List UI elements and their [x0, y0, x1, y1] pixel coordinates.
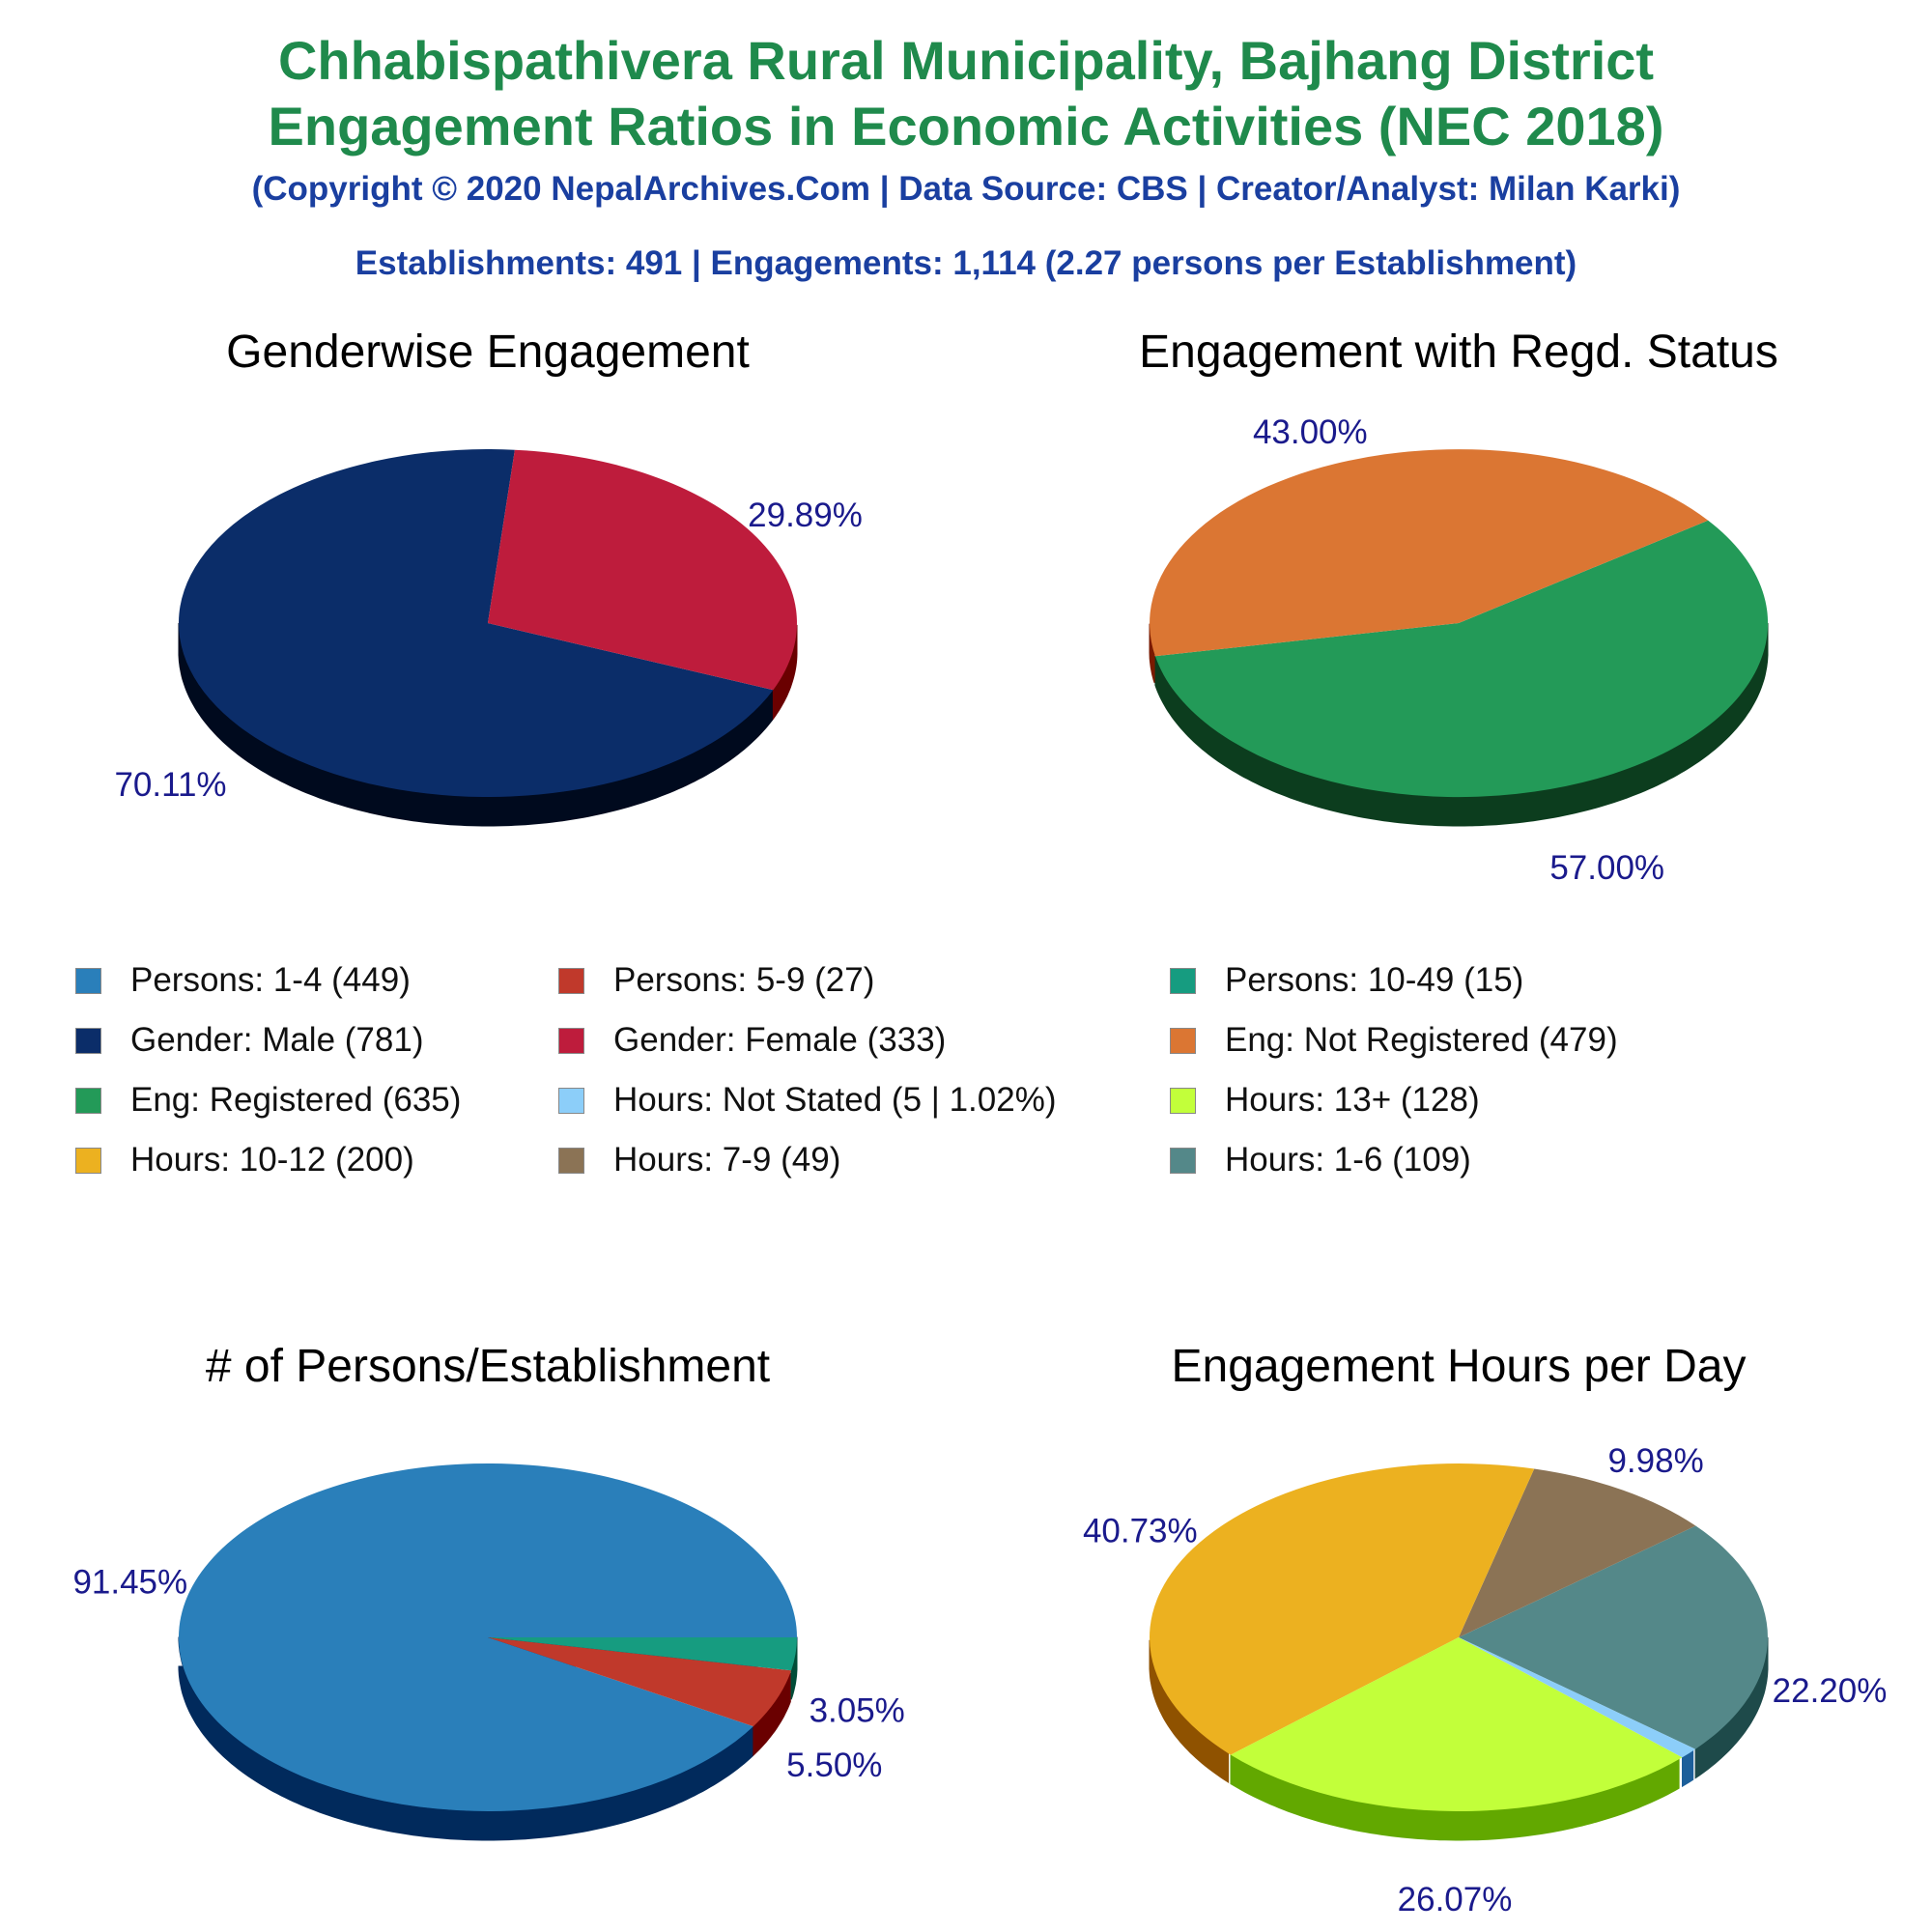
legend-swatch	[1170, 1027, 1196, 1054]
legend-item: Hours: 13+ (128)	[1170, 1081, 1480, 1120]
pie-slice-persons-10-49-15	[488, 1637, 797, 1671]
legend-label: Hours: Not Stated (5 | 1.02%)	[613, 1081, 1057, 1119]
legend-item: Hours: Not Stated (5 | 1.02%)	[558, 1081, 1056, 1120]
legend-item: Eng: Not Registered (479)	[1170, 1021, 1618, 1060]
summary-line: Establishments: 491 | Engagements: 1,114…	[355, 244, 1577, 282]
slice-label: 29.89%	[748, 497, 863, 534]
pie-slice-eng-not-registered-479	[1150, 449, 1709, 657]
legend-item: Hours: 7-9 (49)	[558, 1141, 840, 1179]
legend-item: Eng: Registered (635)	[75, 1081, 461, 1120]
legend-swatch	[558, 1147, 584, 1174]
slice-label: 9.98%	[1607, 1442, 1703, 1480]
pie-slice-persons-5-9-27	[488, 1637, 792, 1727]
legend-label: Gender: Female (333)	[613, 1021, 947, 1059]
slice-label: 43.00%	[1253, 413, 1368, 451]
legend-swatch	[1170, 1147, 1196, 1174]
legend-item: Persons: 10-49 (15)	[1170, 961, 1523, 1000]
pie-chart-3: 91.45% 5.50% 3.05% # of Persons/Establishme…	[72, 1341, 905, 1841]
slice-label: 5.50%	[786, 1747, 882, 1784]
chart-title: Engagement Hours per Day	[1172, 1341, 1747, 1392]
legend-label: Gender: Male (781)	[130, 1021, 424, 1059]
pie-chart-2: 57.00% 43.00% Engagement with Regd. Status	[1139, 327, 1778, 887]
legend-label: Eng: Registered (635)	[130, 1081, 462, 1119]
pie-slice-hours-1-6-109	[1459, 1525, 1768, 1749]
legend-label: Eng: Not Registered (479)	[1225, 1021, 1618, 1059]
legend-swatch	[75, 1147, 101, 1174]
legend-swatch	[1170, 1087, 1196, 1114]
slice-label: 91.45%	[72, 1564, 187, 1602]
legend-swatch	[1170, 967, 1196, 994]
legend-label: Hours: 10-12 (200)	[130, 1141, 414, 1179]
legend-item: Persons: 1-4 (449)	[75, 961, 411, 1000]
legend-swatch	[75, 967, 101, 994]
pie-chart-4: 22.20% 9.98% 40.73% 26.07% Engagement Hours …	[1083, 1341, 1887, 1918]
pie-slice-eng-registered-635	[1154, 520, 1769, 798]
pie-slice-hours-10-12-200	[1150, 1463, 1535, 1755]
legend-swatch	[558, 967, 584, 994]
slice-label: 22.20%	[1773, 1672, 1888, 1710]
legend-item: Hours: 1-6 (109)	[1170, 1141, 1471, 1179]
legend-label: Hours: 13+ (128)	[1225, 1081, 1480, 1119]
slice-label: 40.73%	[1083, 1512, 1198, 1549]
copyright-line: (Copyright © 2020 NepalArchives.Com | Da…	[251, 170, 1681, 208]
legend-item: Hours: 10-12 (200)	[75, 1141, 414, 1179]
chart-title: Engagement with Regd. Status	[1139, 327, 1778, 378]
pie-slice-hours-7-9-49	[1459, 1468, 1696, 1637]
legend-label: Persons: 1-4 (449)	[130, 961, 411, 999]
legend-swatch	[75, 1027, 101, 1054]
legend-item: Persons: 5-9 (27)	[558, 961, 874, 1000]
legend-item: Gender: Male (781)	[75, 1021, 423, 1060]
pie-chart-1: 70.11% 29.89% Genderwise Engagement	[114, 327, 863, 827]
pie-slice-hours-not-stated-5-1-02	[1459, 1637, 1696, 1758]
legend-label: Hours: 7-9 (49)	[613, 1141, 841, 1179]
title-line-1: Chhabispathivera Rural Municipality, Baj…	[277, 30, 1655, 91]
legend-label: Hours: 1-6 (109)	[1225, 1141, 1471, 1179]
pie-slice-gender-female-333	[488, 449, 797, 691]
legend-label: Persons: 10-49 (15)	[1225, 961, 1524, 999]
pie-slice-persons-1-4-449	[178, 1463, 797, 1811]
legend-swatch	[558, 1087, 584, 1114]
legend-label: Persons: 5-9 (27)	[613, 961, 875, 999]
pie-side-gender-female-333	[772, 624, 798, 721]
title-line-2: Engagement Ratios in Economic Activities…	[268, 96, 1664, 156]
slice-label: 3.05%	[810, 1692, 905, 1730]
slice-label: 26.07%	[1398, 1881, 1513, 1918]
chart-title: # of Persons/Establishment	[206, 1341, 770, 1392]
chart-title: Genderwise Engagement	[226, 327, 750, 378]
legend-item: Gender: Female (333)	[558, 1021, 946, 1060]
slice-label: 57.00%	[1549, 849, 1664, 887]
slice-label: 70.11%	[114, 766, 226, 804]
legend-swatch	[75, 1087, 101, 1114]
pie-side-eng-not-registered-479	[1149, 623, 1155, 684]
legend-swatch	[558, 1027, 584, 1054]
pie-slice-gender-male-781	[178, 449, 774, 798]
pie-slice-hours-13-128	[1231, 1637, 1683, 1812]
